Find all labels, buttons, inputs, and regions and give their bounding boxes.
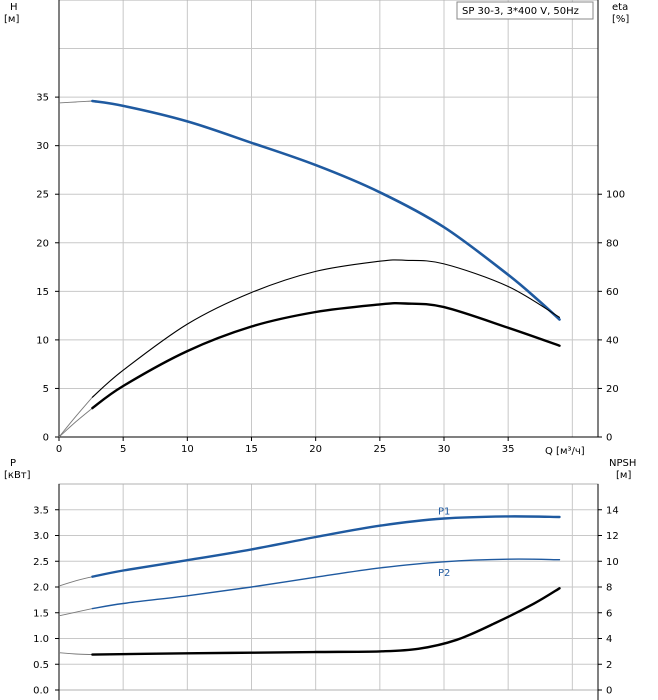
y-right-tick-label: 100 — [606, 190, 625, 201]
y-right-tick-label: 14 — [606, 505, 619, 516]
bottom-right-axis-symbol: NPSH — [609, 458, 636, 469]
y-left-tick-label: 3.5 — [33, 505, 49, 516]
chart-title: SP 30-3, 3*400 V, 50Hz — [462, 6, 579, 17]
x-tick-label: 10 — [181, 444, 194, 455]
y-right-tick-label: 20 — [606, 384, 619, 395]
x-tick-label: 25 — [373, 444, 386, 455]
top-right-axis-symbol: eta — [612, 2, 628, 13]
bottom-left-axis-unit: [кВт] — [4, 470, 31, 481]
head-curve-h — [91, 99, 561, 321]
bottom-left-axis-symbol: P — [10, 458, 16, 469]
top-left-axis-unit: [м] — [4, 14, 19, 25]
y-right-tick-label: 10 — [606, 557, 619, 568]
x-tick-label: 20 — [309, 444, 322, 455]
y-left-tick-label: 0.5 — [33, 660, 49, 671]
y-right-tick-label: 60 — [606, 287, 619, 298]
bottom-right-axis-unit: [м] — [616, 470, 631, 481]
y-right-tick-label: 0 — [606, 433, 612, 444]
efficiency-curve-eta-total — [91, 301, 561, 410]
y-left-tick-label: 35 — [36, 93, 49, 104]
y-right-tick-label: 6 — [606, 608, 612, 619]
power-curve-p1-extrapolation — [58, 576, 93, 587]
efficiency-curve-eta — [91, 259, 561, 398]
x-tick-label: 5 — [120, 444, 126, 455]
bottom-panel: 0.0 0.5 1.0 1.5 2.0 2.5 3.0 3.5 0 2 4 6 8 10 12 14 P1 P2 — [33, 483, 619, 700]
y-left-tick-label: 10 — [36, 335, 49, 346]
y-left-tick-label: 1.5 — [33, 608, 49, 619]
y-right-tick-label: 80 — [606, 238, 619, 249]
y-right-tick-label: 12 — [606, 531, 619, 542]
y-right-tick-label: 4 — [606, 634, 612, 645]
chart-title-box — [456, 1, 594, 20]
plot-frame — [58, 0, 599, 438]
y-right-tick-label: 8 — [606, 583, 612, 594]
x-tick-label: 30 — [438, 444, 451, 455]
y-left-tick-label: 30 — [36, 141, 49, 152]
x-axis-label: Q [м³/ч] — [545, 446, 585, 457]
head-curve-h-extrapolation — [58, 100, 93, 104]
x-tick-label: 0 — [56, 444, 62, 455]
power-curve-p2 — [91, 558, 561, 610]
series-label-p2: P2 — [438, 568, 450, 579]
efficiency-curve-eta-extrapolation — [58, 396, 93, 438]
y-left-tick-label: 20 — [36, 238, 49, 249]
x-tick-label: 15 — [245, 444, 258, 455]
top-right-axis-unit: [%] — [612, 14, 629, 25]
npsh-curve-extrapolation — [58, 652, 93, 656]
top-left-axis-symbol: H — [10, 2, 18, 13]
series-label-p1: P1 — [438, 507, 450, 518]
y-left-tick-label: 0 — [43, 433, 49, 444]
y-right-tick-label: 0 — [606, 686, 612, 697]
y-left-tick-label: 5 — [43, 384, 49, 395]
y-left-tick-label: 2.5 — [33, 557, 49, 568]
y-left-tick-label: 3.0 — [33, 531, 49, 542]
y-right-tick-label: 40 — [606, 335, 619, 346]
efficiency-curve-eta-total-extrapolation — [58, 407, 93, 438]
y-right-tick-label: 2 — [606, 660, 612, 671]
x-tick-label: 35 — [502, 444, 515, 455]
y-left-tick-label: 2.0 — [33, 583, 49, 594]
npsh-curve — [91, 587, 561, 656]
y-left-tick-label: 15 — [36, 287, 49, 298]
power-curve-p1 — [91, 515, 561, 578]
y-left-tick-label: 0.0 — [33, 686, 49, 697]
top-panel: 0 5 10 15 20 25 30 35 0 5 10 15 20 25 30 35 0 20 40 60 80 100 — [36, 0, 625, 455]
y-left-tick-label: 1.0 — [33, 634, 49, 645]
y-left-tick-label: 25 — [36, 190, 49, 201]
power-curve-p2-extrapolation — [58, 608, 93, 617]
